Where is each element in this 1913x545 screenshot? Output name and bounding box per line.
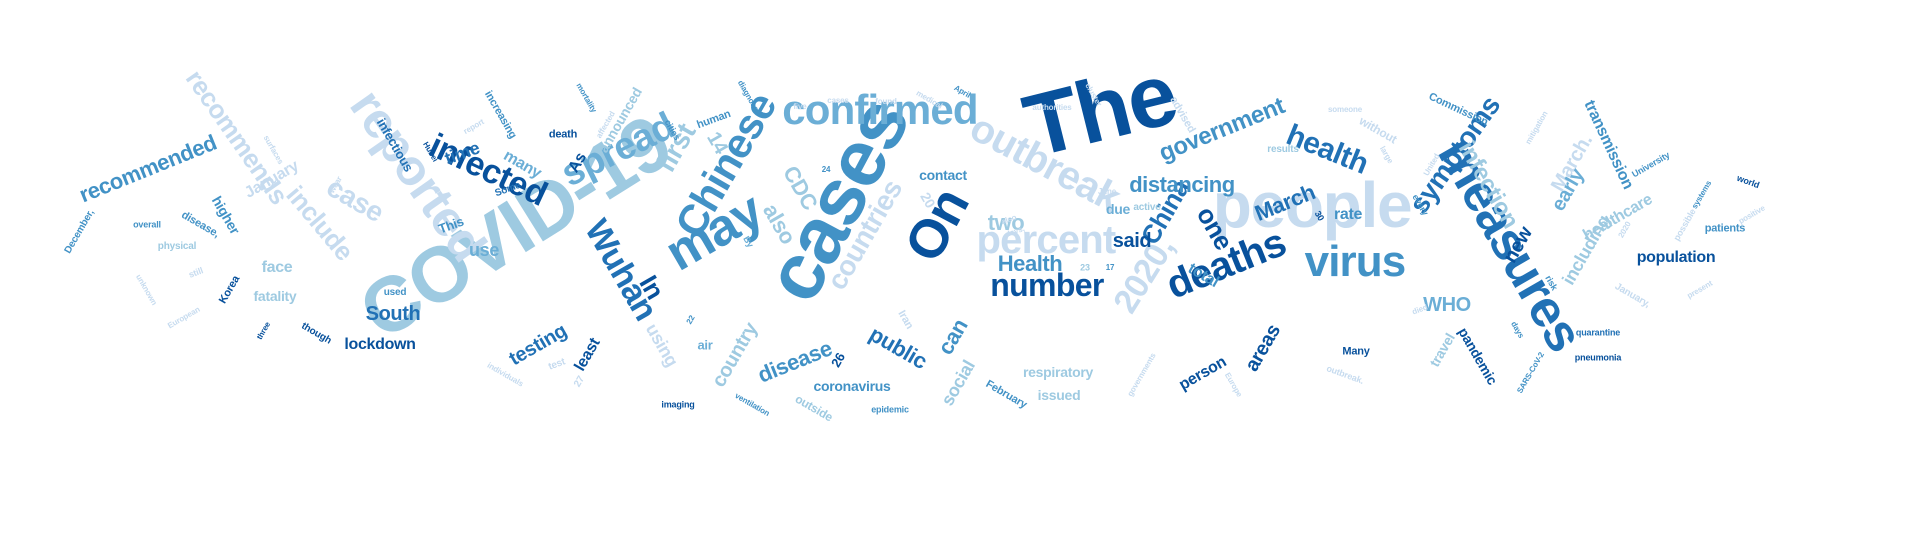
word-disease-dot: disease, bbox=[179, 208, 222, 241]
word-can: can bbox=[932, 314, 973, 359]
word-population: population bbox=[1636, 249, 1716, 266]
word-cases-small: cases bbox=[827, 96, 849, 105]
word-face: face bbox=[261, 259, 293, 276]
word-someone: someone bbox=[1327, 105, 1363, 114]
word-respiratory: respiratory bbox=[1022, 364, 1094, 380]
word-26: 26 bbox=[828, 350, 848, 370]
word-air: air bbox=[697, 337, 713, 353]
word-overall: overall bbox=[133, 219, 161, 230]
word-south: South bbox=[365, 303, 421, 325]
word-17: 17 bbox=[1105, 263, 1115, 272]
word-virus: virus bbox=[1304, 237, 1407, 286]
word-number: number bbox=[990, 267, 1104, 303]
word-without: without bbox=[1356, 113, 1400, 147]
word-outbreak-dot: outbreak. bbox=[1325, 363, 1366, 386]
word-wuhan: Wuhan bbox=[577, 213, 665, 327]
word-including: including bbox=[1558, 211, 1614, 289]
word-large: large bbox=[1377, 144, 1395, 165]
word-people: people bbox=[1212, 169, 1413, 241]
word-university: University bbox=[1630, 149, 1672, 180]
word-results: results bbox=[1267, 144, 1299, 155]
word-possible: possible bbox=[1671, 207, 1698, 243]
word-pneumonia: pneumonia bbox=[1574, 352, 1622, 363]
word-though: though bbox=[299, 320, 334, 347]
word-ventilation: ventilation bbox=[733, 391, 772, 419]
word-still: still bbox=[187, 265, 205, 280]
word-patients: patients bbox=[1704, 222, 1746, 235]
word-sars: SARS-CoV-2 bbox=[1515, 350, 1546, 395]
word-areas: areas bbox=[1240, 320, 1286, 376]
word-governments: governments bbox=[1125, 351, 1158, 398]
word-five: five bbox=[793, 102, 807, 111]
word-europe: Europe bbox=[1222, 370, 1244, 399]
word-outside: outside bbox=[792, 391, 836, 425]
word-pandemic: pandemic bbox=[1455, 324, 1501, 388]
word-february: February bbox=[983, 378, 1029, 412]
word-death: death bbox=[548, 128, 578, 141]
word-iran: Iran bbox=[895, 308, 916, 332]
word-contact: contact bbox=[919, 167, 967, 183]
word-used: used bbox=[383, 287, 407, 298]
word-test: test bbox=[546, 356, 567, 373]
word-december: December, bbox=[62, 207, 97, 256]
word-using: using bbox=[641, 319, 683, 371]
word-who: WHO bbox=[1423, 294, 1471, 316]
word-two: two bbox=[987, 210, 1025, 235]
word-present: present bbox=[1685, 278, 1715, 301]
word-said: said bbox=[1112, 230, 1152, 252]
word-confirmed: confirmed bbox=[782, 86, 978, 133]
word-travel: travel bbox=[1426, 330, 1458, 370]
word-least: least bbox=[571, 335, 604, 375]
word-fatality: fatality bbox=[253, 288, 297, 304]
word-coronavirus: coronavirus bbox=[813, 378, 891, 394]
word-unknown: unknown bbox=[134, 272, 159, 307]
word-use: use bbox=[469, 240, 499, 260]
word-korea: Korea bbox=[216, 273, 243, 306]
word-distancing: distancing bbox=[1129, 172, 1235, 197]
word-active: active bbox=[1133, 202, 1161, 213]
word-27: 27 bbox=[572, 374, 588, 390]
word-on: On bbox=[893, 178, 981, 272]
word-imaging: imaging bbox=[661, 399, 695, 410]
word-issued: issued bbox=[1037, 387, 1081, 403]
word-percent: percent bbox=[976, 218, 1117, 262]
word-world: world bbox=[1735, 172, 1761, 191]
word-june: June bbox=[1097, 187, 1117, 196]
word-22: 22 bbox=[684, 313, 697, 326]
word-report: report bbox=[461, 117, 486, 137]
word-health-cap: Health bbox=[997, 251, 1063, 276]
word-recommended: recommended bbox=[75, 129, 220, 208]
word-person: person bbox=[1176, 353, 1230, 394]
word-three: three bbox=[254, 320, 273, 342]
word-european: European bbox=[166, 304, 202, 331]
word-mortality: mortality bbox=[574, 81, 599, 115]
word-24: 24 bbox=[821, 165, 831, 174]
word-mitigation: mitigation bbox=[1523, 109, 1550, 146]
word-many-cap: Many bbox=[1342, 345, 1370, 358]
word-lockdown: lockdown bbox=[344, 336, 416, 353]
word-physical: physical bbox=[157, 241, 197, 252]
word-public: public bbox=[865, 321, 932, 374]
word-systems: systems bbox=[1689, 179, 1714, 211]
word-country: country bbox=[707, 318, 763, 392]
word-rate: rate bbox=[1333, 206, 1363, 223]
word-authorities: authorities bbox=[1032, 103, 1072, 112]
word-found: found bbox=[875, 97, 897, 106]
word-january-dot: January, bbox=[1612, 281, 1652, 311]
word-23: 23 bbox=[1080, 262, 1090, 273]
word-epidemic: epidemic bbox=[871, 404, 909, 415]
word-quarantine: quarantine bbox=[1575, 327, 1621, 338]
word-social: social bbox=[937, 356, 979, 410]
word-due: due bbox=[1105, 201, 1131, 217]
word-increasing: increasing bbox=[482, 88, 519, 141]
